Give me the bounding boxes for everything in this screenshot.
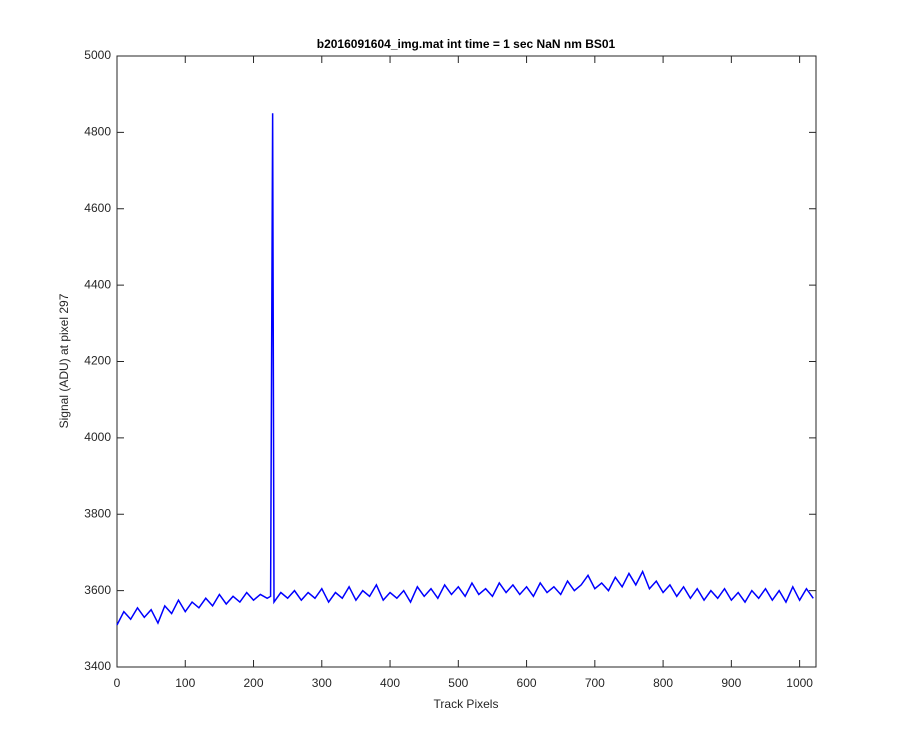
x-tick-label: 1000 bbox=[786, 676, 813, 690]
y-axis-label: Signal (ADU) at pixel 297 bbox=[57, 293, 71, 428]
y-tick-label: 4000 bbox=[84, 430, 111, 444]
y-tick-label: 3400 bbox=[84, 659, 111, 673]
plot-area bbox=[116, 55, 817, 668]
y-tick-label: 4400 bbox=[84, 277, 111, 291]
chart-title: b2016091604_img.mat int time = 1 sec NaN… bbox=[317, 37, 616, 51]
y-tick-label: 3600 bbox=[84, 583, 111, 597]
data-line bbox=[116, 113, 814, 626]
y-tick-label: 4200 bbox=[84, 354, 111, 368]
y-tick-label: 4600 bbox=[84, 201, 111, 215]
x-tick-label: 800 bbox=[653, 676, 673, 690]
y-tick-label: 4800 bbox=[84, 125, 111, 139]
y-tick-label: 5000 bbox=[84, 48, 111, 62]
y-tick-label: 3800 bbox=[84, 506, 111, 520]
x-tick-label: 700 bbox=[585, 676, 605, 690]
x-tick-label: 200 bbox=[244, 676, 264, 690]
x-tick-label: 100 bbox=[175, 676, 195, 690]
x-tick-label: 0 bbox=[114, 676, 121, 690]
x-axis-label: Track Pixels bbox=[434, 697, 499, 711]
x-tick-label: 400 bbox=[380, 676, 400, 690]
x-tick-label: 900 bbox=[721, 676, 741, 690]
x-tick-label: 300 bbox=[312, 676, 332, 690]
x-tick-label: 600 bbox=[517, 676, 537, 690]
x-tick-label: 500 bbox=[448, 676, 468, 690]
